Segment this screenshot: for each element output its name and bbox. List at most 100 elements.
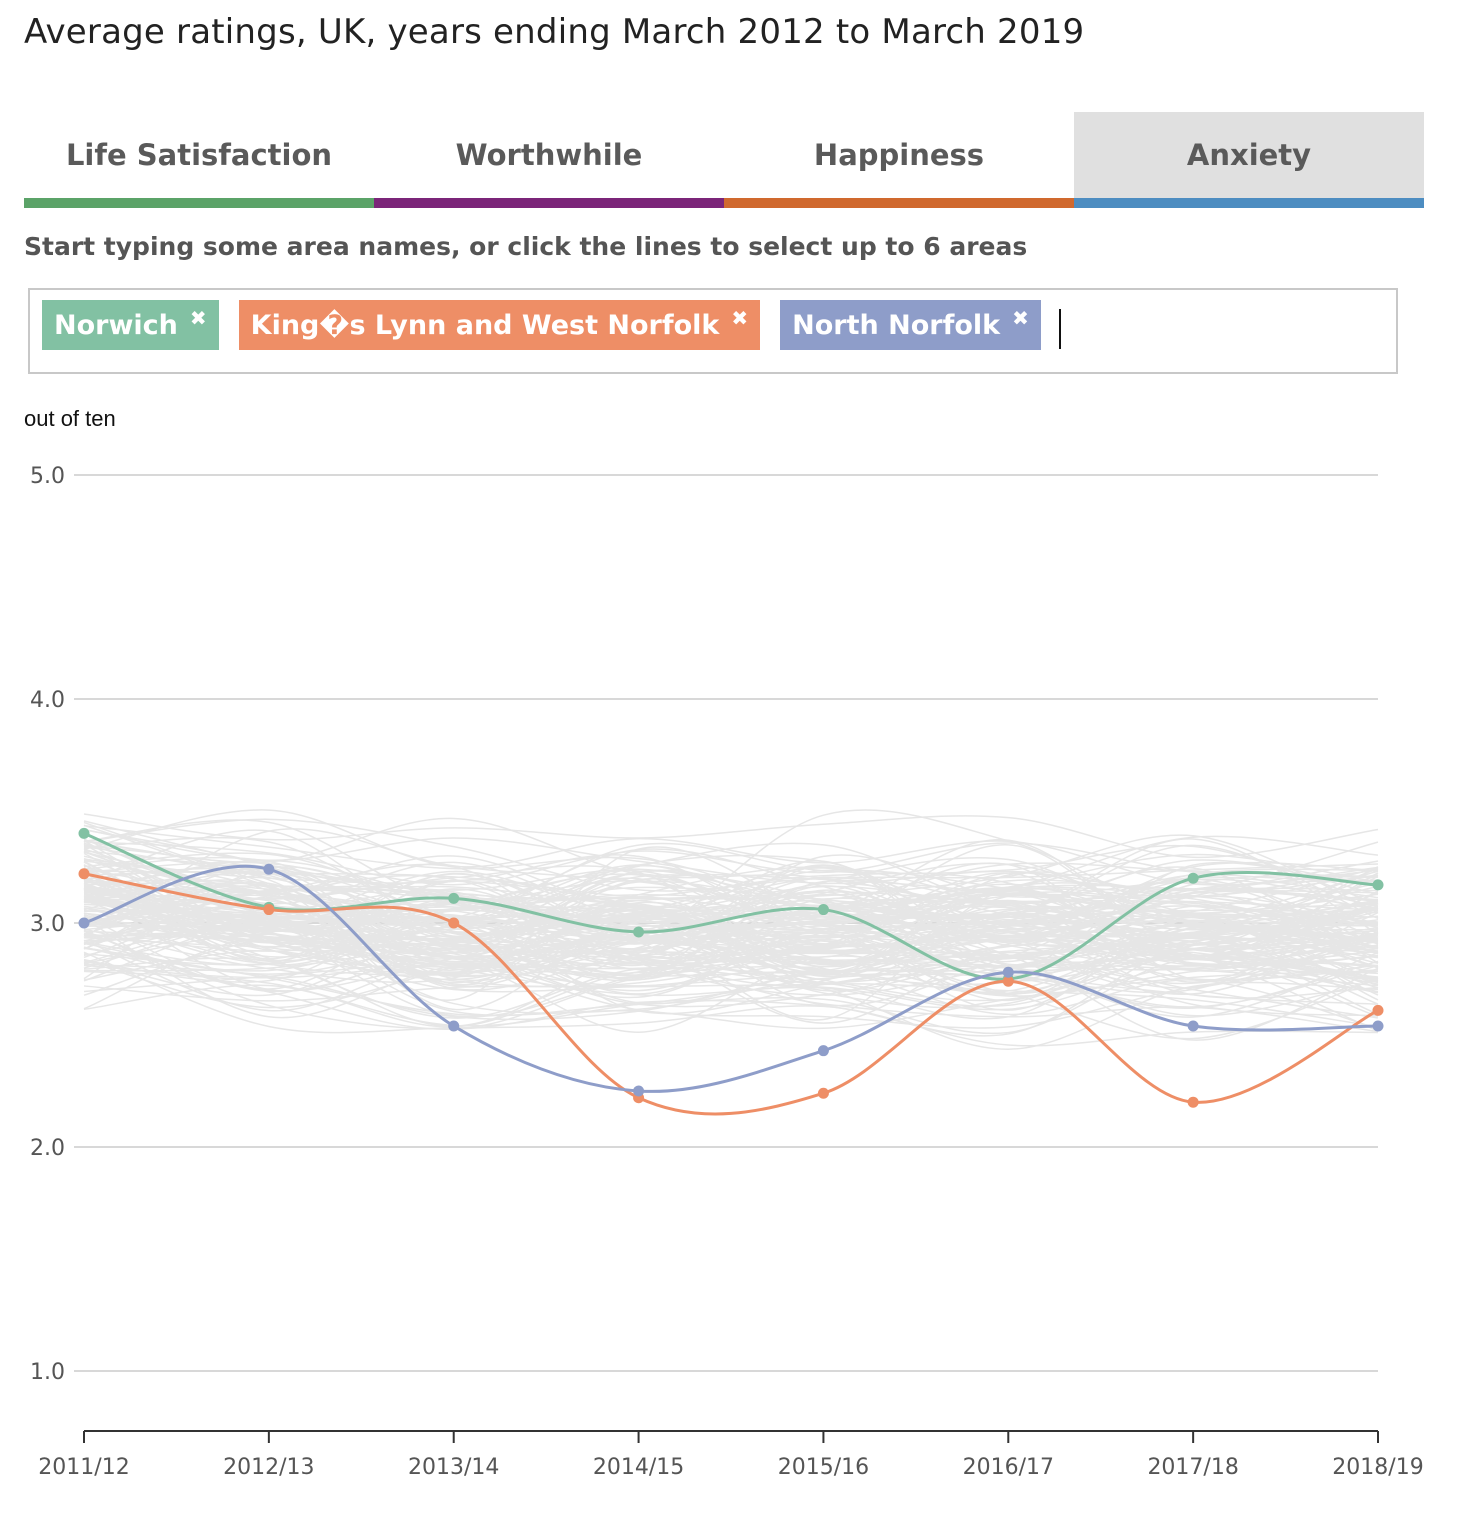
x-tick-label: 2013/14 xyxy=(408,1455,499,1480)
background-area-line[interactable] xyxy=(83,914,1379,992)
background-area-line[interactable] xyxy=(83,877,1379,975)
tab-color-bar xyxy=(1074,198,1424,208)
background-area-line[interactable] xyxy=(83,838,1379,949)
y-tick-label: 3.0 xyxy=(30,912,65,937)
data-point[interactable] xyxy=(263,863,275,875)
tab-life-satisfaction[interactable]: Life Satisfaction xyxy=(24,112,374,208)
data-point[interactable] xyxy=(817,1087,829,1099)
tab-color-bar xyxy=(24,198,374,208)
background-area-line[interactable] xyxy=(83,885,1379,964)
tab-worthwhile[interactable]: Worthwhile xyxy=(374,112,724,208)
x-axis: 2011/12 2012/13 2013/14 2014/15 2015/16 2016/… xyxy=(38,1430,1424,1480)
text-cursor xyxy=(1058,309,1061,349)
background-area-line[interactable] xyxy=(83,828,1379,923)
x-tick-label: 2018/19 xyxy=(1332,1455,1423,1480)
area-search-input[interactable]: Norwich ✖ King�s Lynn and West Norfolk ✖… xyxy=(28,288,1398,374)
data-point[interactable] xyxy=(448,1020,460,1032)
data-point[interactable] xyxy=(448,917,460,929)
background-area-line[interactable] xyxy=(83,906,1379,948)
background-area-line[interactable] xyxy=(83,894,1379,1007)
area-chip-norwich[interactable]: Norwich ✖ xyxy=(42,300,219,350)
area-chip-kings-lynn[interactable]: King�s Lynn and West Norfolk ✖ xyxy=(238,300,761,350)
x-tick-label: 2017/18 xyxy=(1147,1455,1238,1480)
background-area-line[interactable] xyxy=(83,897,1379,955)
background-area-line[interactable] xyxy=(83,896,1379,936)
background-area-line[interactable] xyxy=(83,829,1379,937)
background-area-line[interactable] xyxy=(83,821,1379,935)
data-point[interactable] xyxy=(817,904,829,916)
data-point[interactable] xyxy=(1372,1004,1384,1016)
series-line[interactable] xyxy=(83,864,1379,1093)
background-area-line[interactable] xyxy=(83,896,1379,1024)
background-area-line[interactable] xyxy=(83,909,1379,1018)
background-area-line[interactable] xyxy=(83,869,1379,955)
background-area-line[interactable] xyxy=(83,930,1379,976)
data-point[interactable] xyxy=(78,827,90,839)
data-point[interactable] xyxy=(1002,966,1014,978)
tab-label: Happiness xyxy=(813,138,985,172)
area-chip-label: King�s Lynn and West Norfolk xyxy=(250,309,720,341)
chart-grid: 1.0 2.0 3.0 4.0 5.0 xyxy=(30,464,1378,1385)
series-line[interactable] xyxy=(83,832,1379,981)
measure-tabs: Life Satisfaction Worthwhile Happiness A… xyxy=(24,112,1424,208)
tab-label: Life Satisfaction xyxy=(65,138,333,172)
tab-anxiety[interactable]: Anxiety xyxy=(1074,112,1424,208)
data-point[interactable] xyxy=(1187,872,1199,884)
x-tick-label: 2012/13 xyxy=(223,1455,314,1480)
data-point[interactable] xyxy=(633,1085,645,1097)
background-area-line[interactable] xyxy=(83,963,1379,1017)
data-point[interactable] xyxy=(1002,975,1014,987)
data-point[interactable] xyxy=(1372,1020,1384,1032)
instruction-text: Start typing some area names, or click t… xyxy=(24,232,1028,261)
close-icon[interactable]: ✖ xyxy=(1012,306,1029,330)
background-area-line[interactable] xyxy=(83,888,1379,1019)
y-tick-label: 1.0 xyxy=(30,1360,65,1385)
background-area-line[interactable] xyxy=(83,946,1379,1030)
tab-label: Anxiety xyxy=(1186,138,1312,172)
background-area-line[interactable] xyxy=(83,861,1379,975)
x-tick-label: 2011/12 xyxy=(38,1455,129,1480)
close-icon[interactable]: ✖ xyxy=(189,306,207,330)
area-chip-north-norfolk[interactable]: North Norfolk ✖ xyxy=(780,300,1041,350)
data-point[interactable] xyxy=(1187,1020,1199,1032)
tab-label: Worthwhile xyxy=(455,138,643,172)
background-area-line[interactable] xyxy=(83,917,1379,999)
data-point[interactable] xyxy=(817,1045,829,1057)
data-point[interactable] xyxy=(263,904,275,916)
background-area-line[interactable] xyxy=(83,894,1379,939)
page-title: Average ratings, UK, years ending March … xyxy=(24,12,1085,52)
background-area-line[interactable] xyxy=(83,914,1379,1015)
x-tick-label: 2015/16 xyxy=(778,1455,869,1480)
selected-area-series xyxy=(78,827,1384,1116)
x-tick-label: 2014/15 xyxy=(593,1455,684,1480)
data-point[interactable] xyxy=(1372,879,1384,891)
y-tick-label: 5.0 xyxy=(30,464,65,489)
background-area-lines xyxy=(83,809,1379,1050)
background-area-line[interactable] xyxy=(83,899,1379,996)
line-chart: 1.02.03.04.05.0 2011/12 2012/13 2013/14 201… xyxy=(30,464,1424,1480)
background-area-line[interactable] xyxy=(83,897,1379,991)
area-chip-label: North Norfolk xyxy=(792,309,1001,341)
tab-happiness[interactable]: Happiness xyxy=(724,112,1074,208)
y-axis-unit-label: out of ten xyxy=(24,406,116,431)
data-point[interactable] xyxy=(633,926,645,938)
data-point[interactable] xyxy=(1187,1096,1199,1108)
background-area-line[interactable] xyxy=(83,970,1379,1028)
close-icon[interactable]: ✖ xyxy=(731,306,749,330)
series-line[interactable] xyxy=(83,872,1379,1116)
background-area-line[interactable] xyxy=(83,840,1379,886)
x-tick-label: 2016/17 xyxy=(963,1455,1054,1480)
background-area-line[interactable] xyxy=(83,863,1379,966)
background-area-line[interactable] xyxy=(83,939,1379,1040)
tab-color-bar xyxy=(374,198,724,208)
tab-color-bar xyxy=(724,198,1074,208)
background-area-line[interactable] xyxy=(83,930,1379,1019)
background-area-line[interactable] xyxy=(83,820,1379,957)
data-point[interactable] xyxy=(78,868,90,880)
background-area-line[interactable] xyxy=(83,897,1379,1018)
data-point[interactable] xyxy=(78,917,90,929)
y-tick-label: 2.0 xyxy=(30,1136,65,1161)
data-point[interactable] xyxy=(448,892,460,904)
area-chip-label: Norwich xyxy=(54,309,178,341)
background-area-line[interactable] xyxy=(83,951,1379,1047)
